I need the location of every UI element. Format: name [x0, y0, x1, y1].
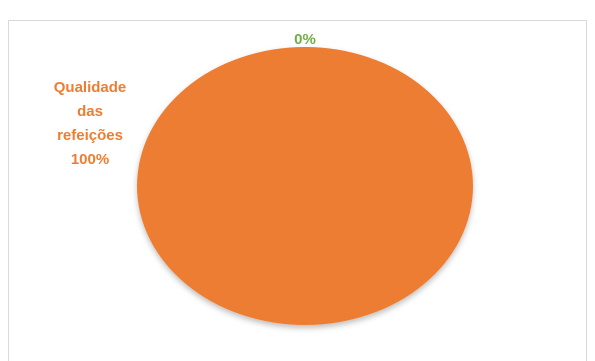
category-label: Qualidade das refeições — [54, 79, 127, 144]
data-label: 100% — [71, 151, 109, 168]
pie — [137, 47, 473, 325]
data-label: 0% — [294, 31, 316, 48]
pie-slice — [137, 47, 473, 325]
